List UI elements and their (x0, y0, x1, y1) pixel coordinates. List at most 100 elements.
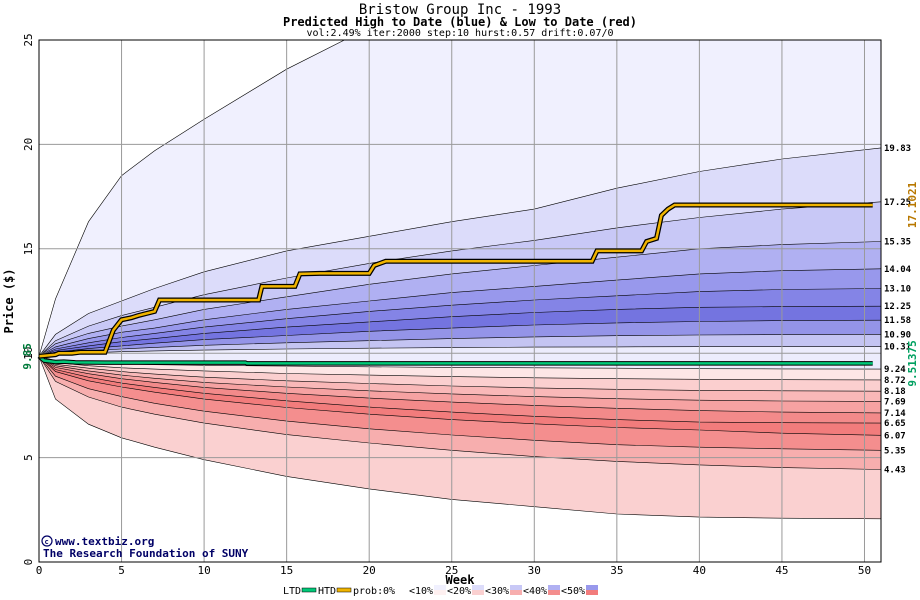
y-tick-label-15: 15 (22, 242, 35, 255)
ltd-line (38, 355, 873, 365)
band-label-11: 8.18 (884, 387, 906, 397)
band-line-19 (39, 356, 881, 520)
band-line-2 (39, 201, 881, 357)
x-tick-label-50: 50 (858, 564, 871, 577)
band-label-14: 6.65 (884, 419, 906, 429)
low-band-5 (39, 356, 881, 436)
legend-prob-swatch-high-1 (434, 585, 446, 590)
legend-prob-swatch-high-3 (510, 585, 522, 590)
y-tick-label-20: 20 (22, 138, 35, 151)
band-line-17 (39, 356, 881, 451)
legend-htd-swatch (336, 587, 352, 593)
legend-ltd-swatch (301, 587, 317, 593)
high-band-8 (39, 334, 881, 357)
band-label-8: 10.31 (884, 343, 911, 353)
band-line-4 (39, 268, 881, 357)
high-band-1 (39, 147, 881, 357)
legend-prob-item-4: <40% (523, 586, 547, 597)
legend-prob-item-2: <20% (447, 586, 471, 597)
low-band-0 (39, 356, 881, 380)
legend-prob-swatch-high-5 (586, 585, 598, 590)
low-band-6 (39, 356, 881, 451)
legend-prob-swatch-low-5 (586, 590, 598, 595)
plot-frame (38, 39, 882, 563)
high-band-0 (39, 40, 881, 357)
band-label-12: 7.69 (884, 397, 906, 407)
x-tick-label-45: 45 (775, 564, 788, 577)
legend-prob-swatch-low-3 (510, 590, 522, 595)
legend-prob-swatch-low-4 (548, 590, 560, 595)
x-tick-label-15: 15 (280, 564, 293, 577)
chart-subtitle: Predicted High to Date (blue) & Low to D… (282, 15, 637, 29)
band-line-13 (39, 356, 881, 402)
y-tick-label-10: 10 (22, 347, 35, 360)
legend-prob-swatch-low-0 (396, 590, 408, 595)
low-band-8 (39, 356, 881, 519)
x-axis-label: Week (446, 573, 476, 587)
y-tick-label-5: 5 (22, 454, 35, 461)
band-label-16: 5.35 (884, 446, 906, 456)
htd-line (38, 203, 873, 358)
copyright-icon (41, 535, 53, 547)
high-band-5 (39, 288, 881, 357)
x-tick-label-5: 5 (118, 564, 125, 577)
band-line-18 (39, 356, 881, 470)
high-band-2 (39, 201, 881, 357)
legend-prob-item-5: <50% (561, 586, 585, 597)
credit-website: www.textbiz.org (55, 535, 154, 548)
band-label-10: 8.72 (884, 376, 906, 386)
legend-prob-swatch-low-2 (472, 590, 484, 595)
band-line-7 (39, 319, 881, 357)
band-label-5: 12.25 (884, 302, 911, 312)
band-line-6 (39, 305, 881, 357)
low-band-4 (39, 356, 881, 424)
high-band-6 (39, 306, 881, 357)
low-band-3 (39, 356, 881, 413)
legend-prob-prefix: prob: (353, 586, 383, 597)
band-label-1: 17.25 (884, 198, 911, 208)
legend-prob-item-3: <30% (485, 586, 509, 597)
band-label-13: 7.14 (884, 409, 906, 419)
chart-title: Bristow Group Inc - 1993 (358, 2, 562, 18)
band-label-4: 13.10 (884, 284, 911, 294)
y-axis-label: Price ($) (2, 268, 16, 333)
x-tick-label-10: 10 (197, 564, 210, 577)
band-line-11 (39, 356, 881, 381)
legend-prob-item-1: <10% (409, 586, 433, 597)
legend-prob-item-0: 0% (383, 586, 395, 597)
band-label-6: 11.58 (884, 316, 911, 326)
y-tick-label-0: 0 (22, 559, 35, 566)
band-label-0: 19.83 (884, 144, 911, 154)
band-label-2: 15.35 (884, 237, 911, 247)
band-line-12 (39, 356, 881, 392)
band-label-17: 4.43 (884, 466, 906, 476)
high-band-4 (39, 268, 881, 357)
x-tick-label-20: 20 (363, 564, 376, 577)
htd-final-label: 17.1021 (906, 181, 919, 228)
x-tick-label-40: 40 (693, 564, 706, 577)
band-line-0 (39, 40, 346, 357)
band-label-9: 9.24 (884, 365, 906, 375)
low-band-1 (39, 356, 881, 392)
low-band-9 (39, 356, 881, 562)
band-line-14 (39, 356, 881, 414)
copyright-glyph: c (45, 538, 49, 546)
high-band-3 (39, 241, 881, 357)
band-label-15: 6.07 (884, 431, 906, 441)
legend-prob-swatch-high-2 (472, 585, 484, 590)
x-tick-label-35: 35 (610, 564, 623, 577)
low-band-7 (39, 356, 881, 470)
legend-ltd-label: LTD (283, 586, 301, 597)
band-line-3 (39, 241, 881, 357)
band-line-1 (39, 147, 881, 357)
band-label-7: 10.90 (884, 330, 911, 340)
start-price-label: 9.85 (21, 343, 34, 370)
y-tick-label-25: 25 (22, 33, 35, 46)
x-tick-label-0: 0 (36, 564, 43, 577)
band-line-15 (39, 356, 881, 424)
ltd-final-label: 9.51375 (906, 340, 919, 386)
x-tick-label-25: 25 (445, 564, 458, 577)
legend-prob-swatch-high-4 (548, 585, 560, 590)
